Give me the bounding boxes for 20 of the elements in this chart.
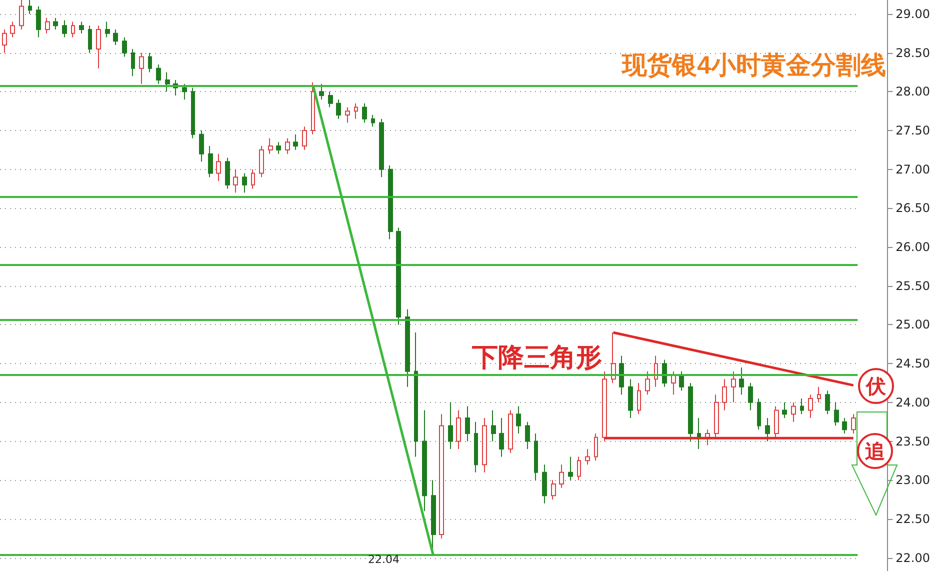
annotation: 下降三角形 (472, 342, 602, 375)
y-tick-label: 26.00 (896, 240, 930, 254)
y-tick-label: 24.50 (896, 356, 930, 371)
y-tick-label: 23.00 (896, 473, 930, 488)
y-tick-label: 25.50 (896, 278, 930, 293)
y-tick-label: 26.50 (896, 201, 930, 216)
y-tick-label: 23.50 (896, 434, 930, 448)
y-tick-label: 22.50 (896, 512, 930, 526)
y-tick-label: 28.50 (896, 46, 930, 60)
y-tick-label: 27.50 (896, 124, 930, 138)
y-tick-label: 24.00 (896, 395, 930, 410)
y-tick-label: 25.00 (896, 318, 930, 332)
annotation: 22.04 (368, 552, 400, 566)
text: 现货银4小时黄金分割线 (621, 52, 886, 80)
y-tick-label: 29.00 (896, 6, 930, 21)
y-tick-label: 28.00 (896, 84, 930, 99)
circle-outline: 伏 (858, 368, 894, 404)
y-tick-label: 27.00 (896, 162, 930, 176)
y-tick-label: 22.00 (896, 550, 930, 565)
circle-outline: 追 (857, 433, 893, 469)
